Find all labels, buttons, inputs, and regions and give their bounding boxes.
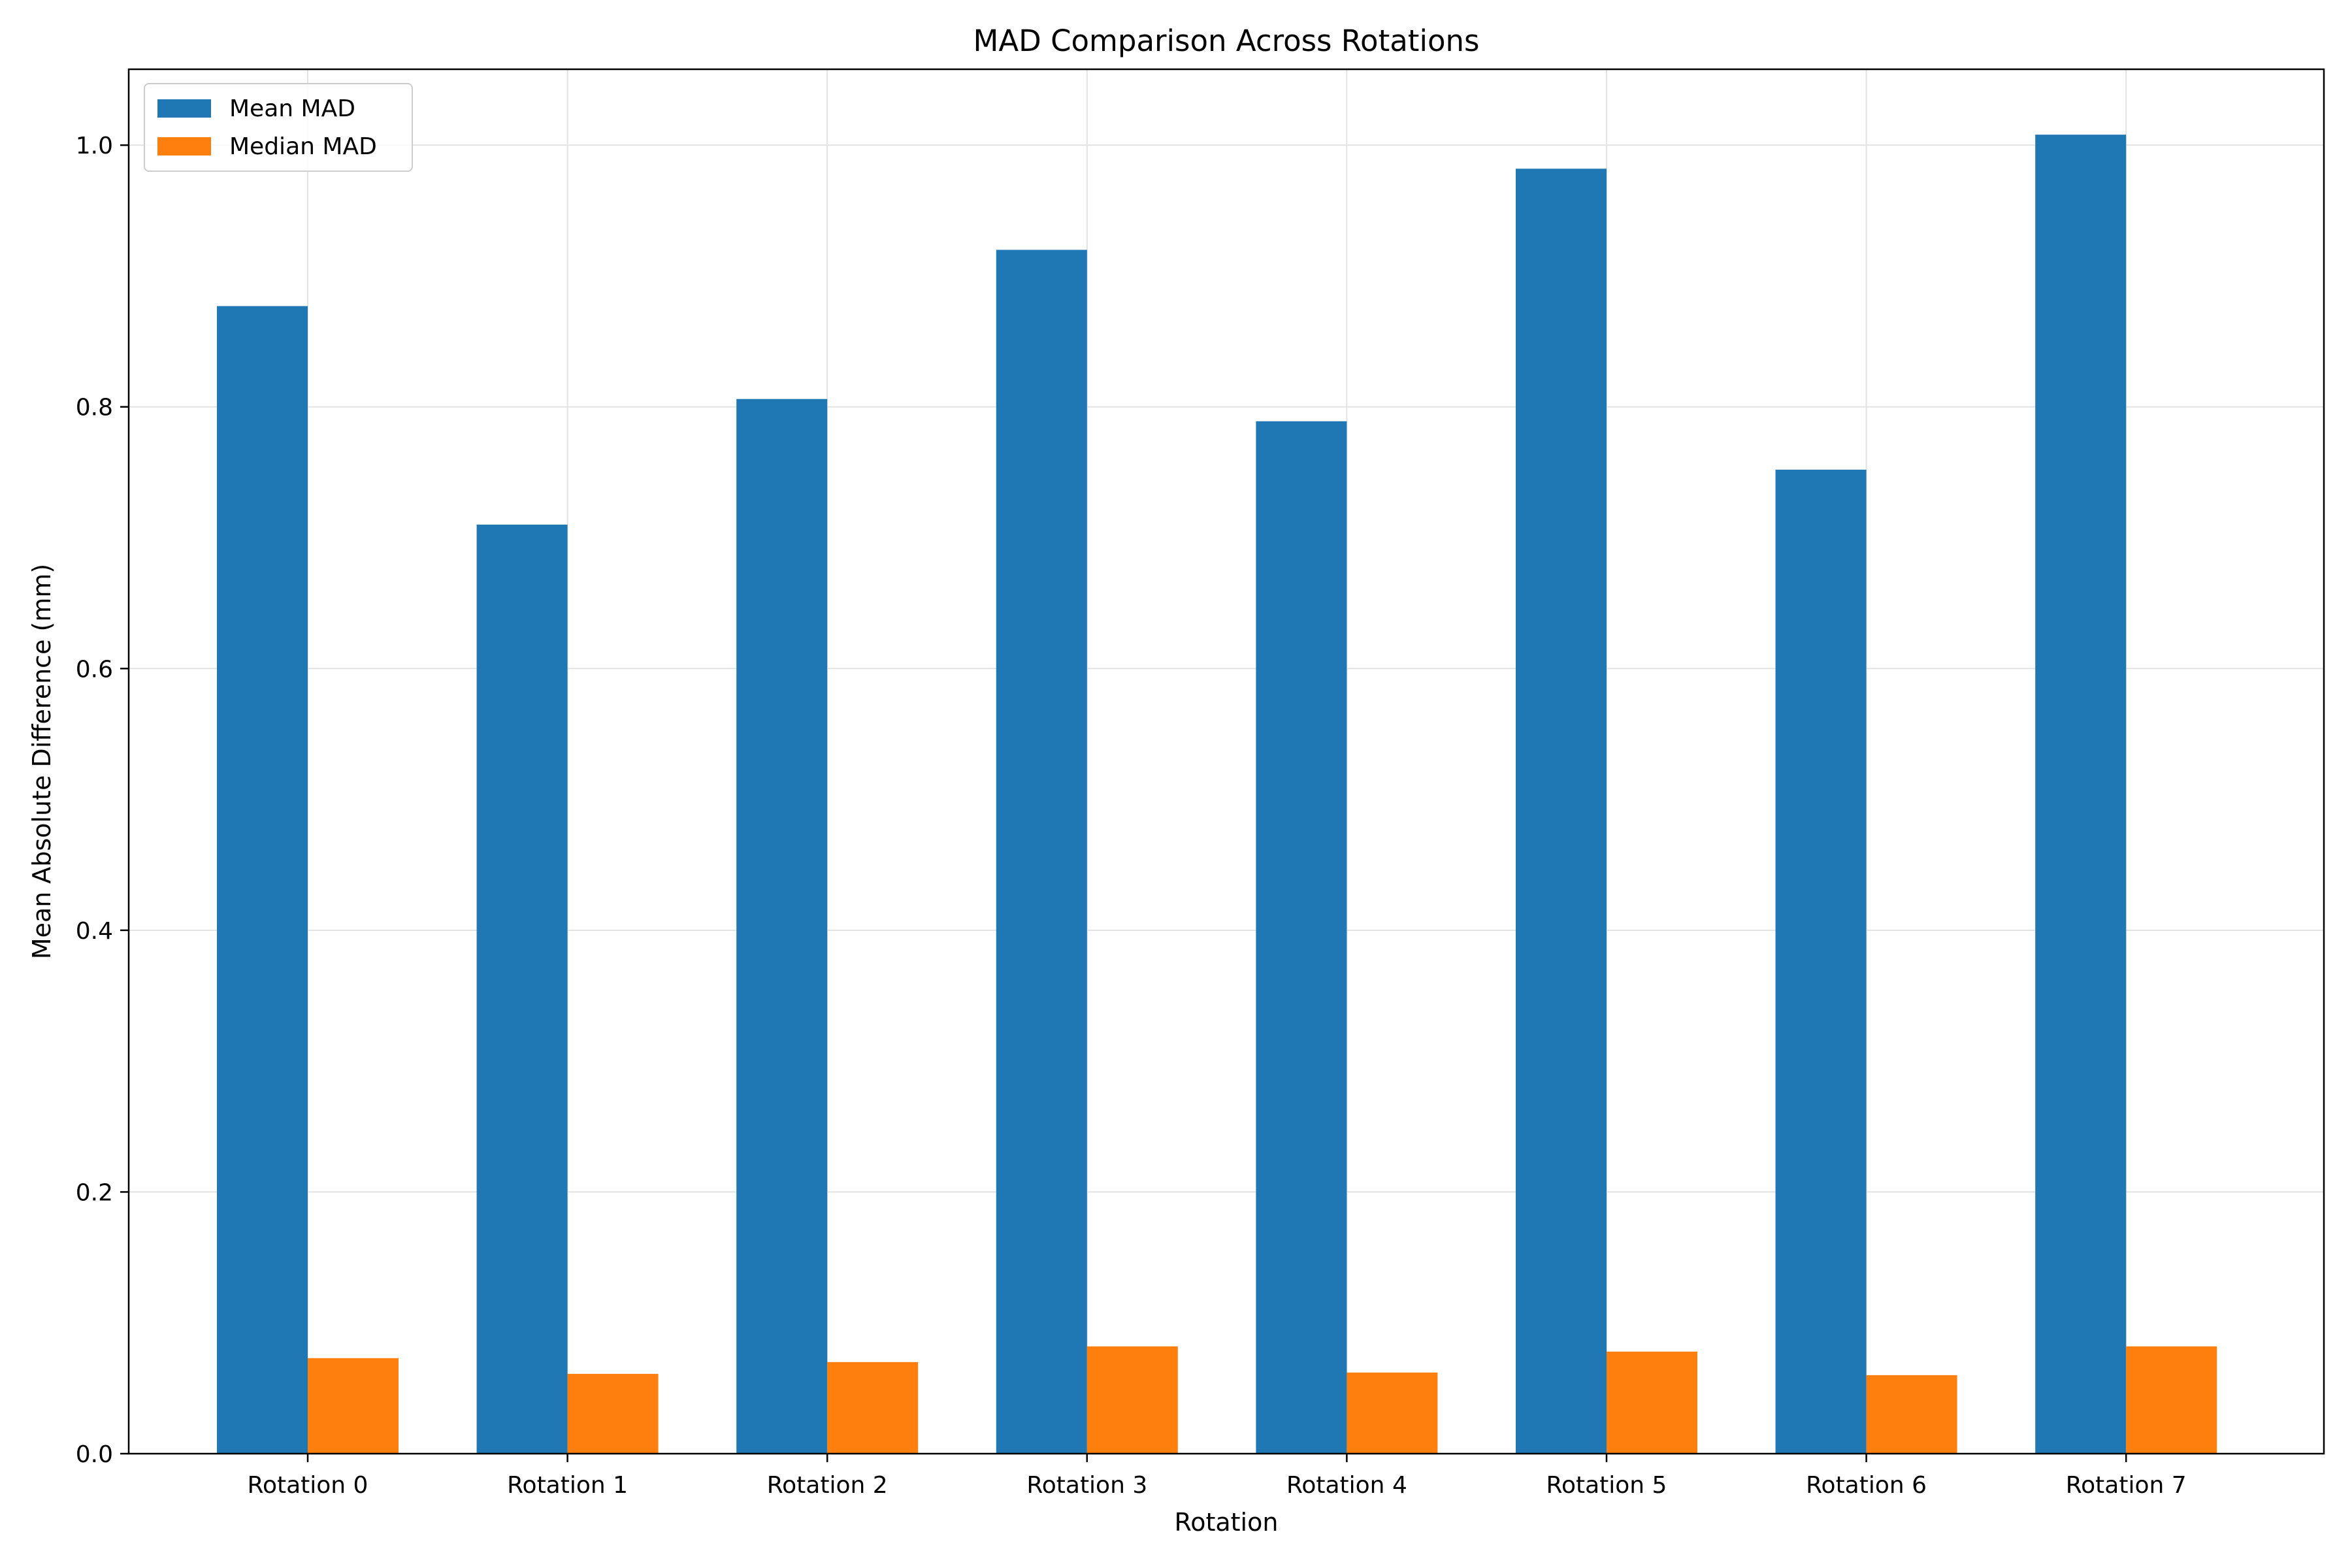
x-tick-label: Rotation 7: [2066, 1472, 2187, 1499]
y-tick-label: 0.6: [76, 656, 113, 683]
bar-median-mad: [2126, 1346, 2217, 1454]
bar-median-mad: [1086, 1346, 1178, 1454]
y-tick-label: 0.0: [76, 1441, 113, 1468]
x-tick-label: Rotation 6: [1806, 1472, 1927, 1499]
x-tick-label: Rotation 2: [767, 1472, 888, 1499]
bar-mean-mad: [1516, 169, 1607, 1454]
plot-area-frame: [127, 68, 2325, 1455]
bar-mean-mad: [2035, 135, 2127, 1454]
bars: [217, 135, 2217, 1454]
bar-median-mad: [1607, 1351, 1697, 1454]
y-tick-label: 0.4: [76, 918, 113, 945]
legend: Mean MAD Median MAD: [144, 83, 413, 172]
y-tick-label: 1.0: [76, 133, 113, 159]
bar-mean-mad: [736, 399, 828, 1454]
bar-mean-mad: [217, 306, 308, 1454]
legend-label: Mean MAD: [229, 95, 355, 122]
legend-swatch: [157, 99, 211, 118]
axis-ticks: 0.0 0.2 0.4 0.6 0.8 1.0 Rotation 0 Rotation 1 Ro…: [76, 133, 2187, 1499]
legend-box: [144, 83, 413, 172]
bar-mean-mad: [1775, 469, 1867, 1454]
x-tick-label: Rotation 0: [248, 1472, 368, 1499]
x-tick-label: Rotation 1: [507, 1472, 628, 1499]
bar-median-mad: [1866, 1375, 1957, 1454]
x-tick-label: Rotation 5: [1546, 1472, 1667, 1499]
x-tick-label: Rotation 4: [1286, 1472, 1407, 1499]
bar-median-mad: [308, 1358, 399, 1454]
bar-median-mad: [567, 1373, 659, 1454]
bar-median-mad: [1347, 1372, 1438, 1454]
x-axis-label: Rotation: [1175, 1508, 1279, 1537]
y-tick-label: 0.2: [76, 1179, 113, 1206]
x-tick-label: Rotation 3: [1026, 1472, 1147, 1499]
y-tick-label: 0.8: [76, 395, 113, 421]
bar-mean-mad: [996, 250, 1087, 1454]
bar-mean-mad: [1256, 421, 1347, 1454]
legend-label: Median MAD: [229, 133, 377, 160]
legend-swatch: [157, 137, 211, 155]
bar-mean-mad: [476, 524, 568, 1454]
y-axis-label: Mean Absolute Difference (mm): [27, 564, 56, 959]
bar-median-mad: [827, 1362, 919, 1454]
chart-title: MAD Comparison Across Rotations: [973, 24, 1480, 58]
